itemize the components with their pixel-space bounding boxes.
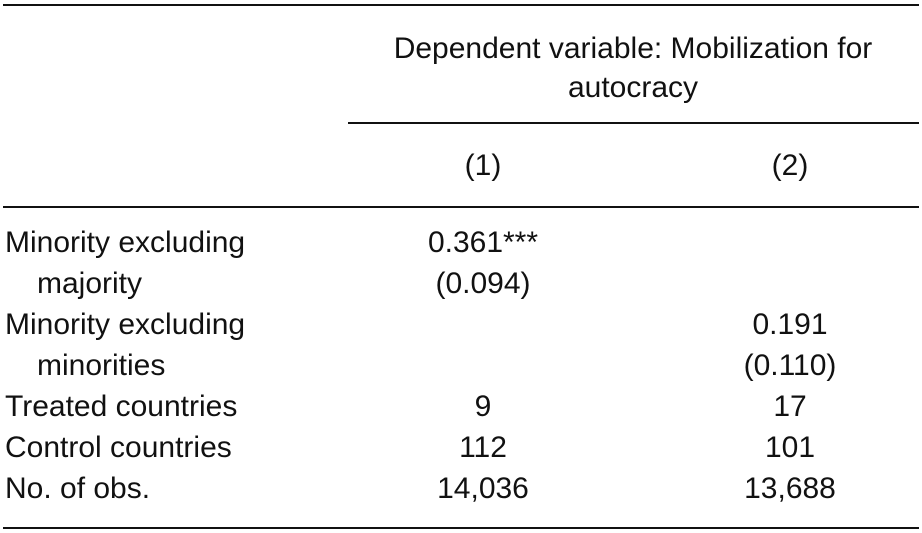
row-label: No. of obs.: [5, 472, 151, 505]
row-label: Minority excluding majority: [5, 226, 246, 300]
estimate: 0.191: [752, 308, 828, 341]
row-label: Control countries: [5, 431, 232, 464]
cell-value: 9: [474, 390, 492, 423]
cell-value: 17: [773, 390, 807, 423]
column-label: (1): [464, 149, 502, 182]
table-header: Dependent variable: Mobilization for aut…: [393, 32, 873, 104]
header-rule: [348, 122, 919, 124]
cell-value: 101: [764, 431, 816, 464]
row-label: Treated countries: [5, 390, 238, 423]
estimate: 0.361***: [427, 226, 539, 259]
column-label: (2): [771, 149, 809, 182]
bottom-rule: [3, 527, 919, 529]
standard-error: (0.110): [743, 349, 837, 382]
cell-value: 14,036: [437, 472, 529, 505]
standard-error: (0.094): [435, 267, 531, 300]
cell-value: 13,688: [744, 472, 836, 505]
row-label: Minority excluding minorities: [5, 308, 246, 382]
top-rule: [3, 4, 919, 6]
cell-value: 112: [459, 431, 507, 464]
mid-rule: [3, 206, 919, 208]
